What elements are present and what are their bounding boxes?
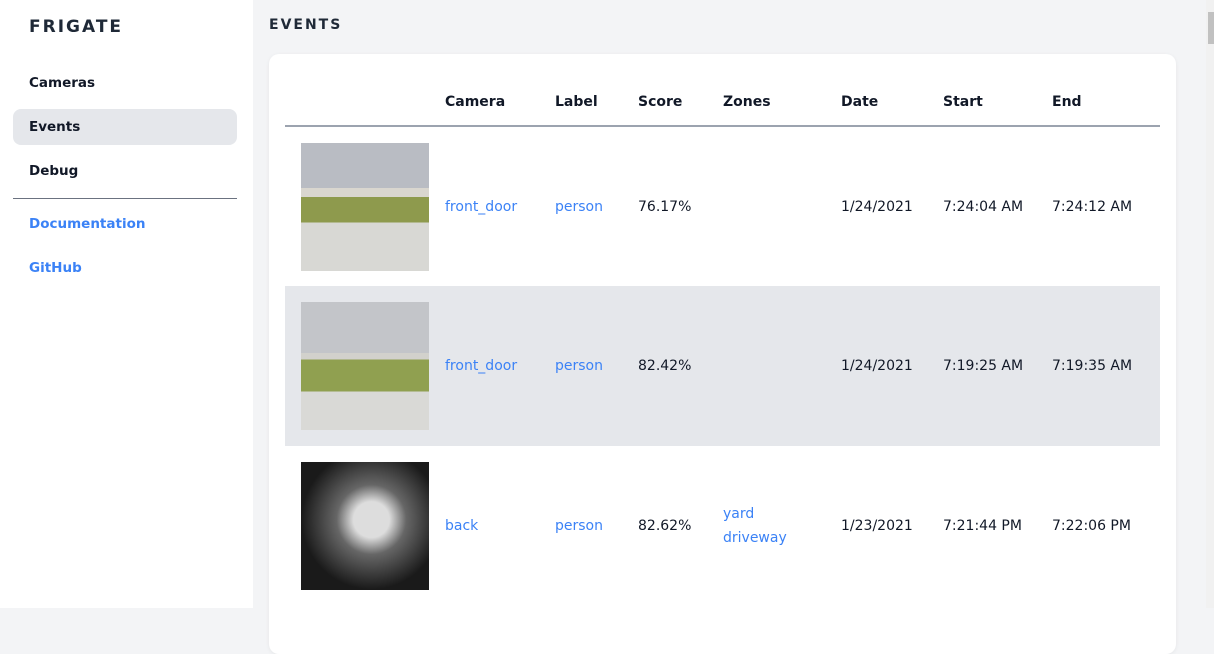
divider [13,198,237,199]
label-link[interactable]: person [555,198,603,215]
events-card: Camera Label Score Zones Date Start End … [269,54,1176,654]
table-header: Camera Label Score Zones Date Start End [285,78,1160,127]
zone-link[interactable]: yard [723,506,755,522]
score: 82.62% [638,518,692,534]
brand-logo[interactable]: FRIGATE [29,17,124,37]
page-title: EVENTS [269,17,343,33]
event-thumbnail[interactable] [301,142,429,271]
end-time: 7:24:12 AM [1052,198,1133,215]
label-link[interactable]: person [555,518,603,534]
scrollbar-thumb[interactable] [1208,12,1214,44]
table-row[interactable]: front_door person 76.17% 1/24/2021 7:24:… [285,126,1160,286]
score: 82.42% [638,286,723,446]
col-label: Label [555,78,638,127]
sidebar: FRIGATE Cameras Events Debug Documentati… [0,0,253,608]
camera-link[interactable]: back [445,518,479,534]
start-time: 7:21:44 PM [943,518,1022,534]
table-row[interactable]: back person 82.62% yard driveway 1/23/20… [285,446,1160,606]
sidebar-item-debug[interactable]: Debug [29,163,79,179]
end-time: 7:19:35 AM [1052,286,1160,446]
camera-link[interactable]: front_door [445,286,555,446]
col-score: Score [638,78,723,127]
sidebar-item-events[interactable]: Events [13,109,237,145]
zones: yard driveway [723,446,841,606]
label-link[interactable]: person [555,286,638,446]
camera-link[interactable]: front_door [445,198,518,215]
sidebar-link-github[interactable]: GitHub [29,260,82,276]
col-end: End [1052,78,1160,127]
event-thumbnail[interactable] [301,302,429,430]
event-thumbnail[interactable] [301,462,429,590]
events-table: Camera Label Score Zones Date Start End … [285,78,1160,606]
col-start: Start [943,78,1052,127]
start-time: 7:19:25 AM [943,286,1052,446]
col-zones: Zones [723,78,841,127]
date: 1/24/2021 [841,286,943,446]
table-row[interactable]: front_door person 82.42% 1/24/2021 7:19:… [285,286,1160,446]
start-time: 7:24:04 AM [943,198,1024,215]
date: 1/23/2021 [841,518,913,534]
col-date: Date [841,78,943,127]
sidebar-item-cameras[interactable]: Cameras [29,75,96,91]
zones [723,286,841,446]
date: 1/24/2021 [841,198,913,215]
end-time: 7:22:06 PM [1052,518,1131,534]
score: 76.17% [638,198,692,215]
zones [723,126,841,286]
zone-link[interactable]: driveway [723,530,787,546]
scrollbar[interactable] [1206,0,1214,608]
col-thumbnail [285,78,445,127]
col-camera: Camera [445,78,555,127]
sidebar-link-documentation[interactable]: Documentation [29,216,146,232]
